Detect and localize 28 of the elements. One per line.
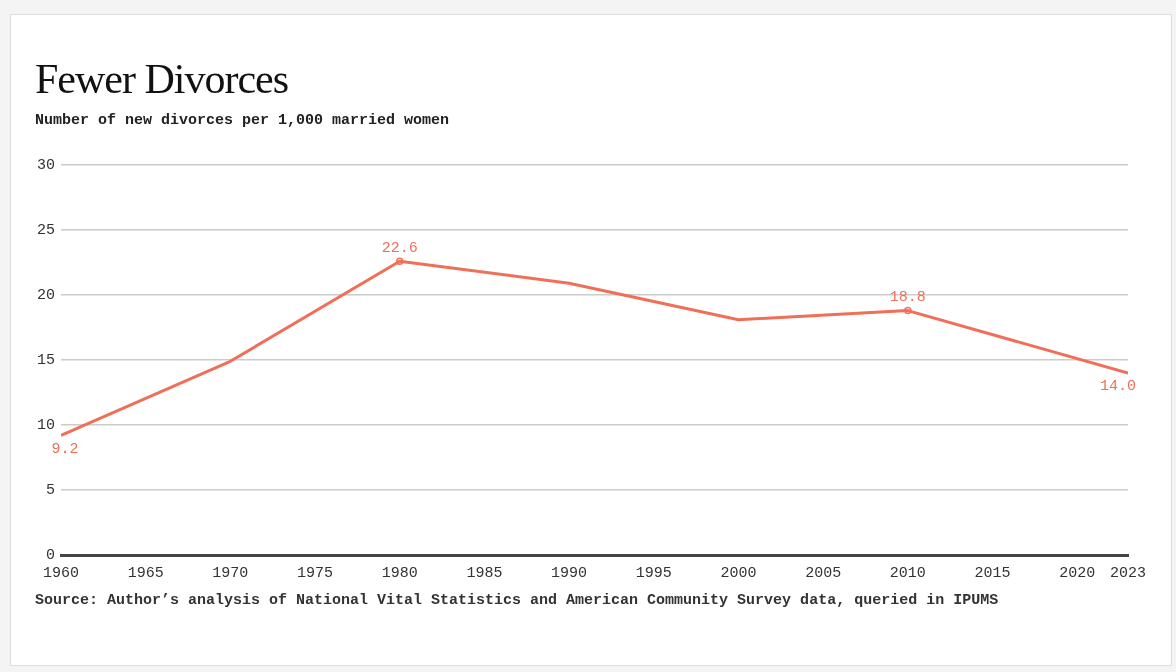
x-tick-label: 1975 <box>297 564 334 582</box>
x-tick-label: 2023 <box>1109 564 1147 582</box>
x-tick-label: 2015 <box>974 564 1011 582</box>
y-tick-label: 10 <box>36 416 55 434</box>
x-tick-label: 2010 <box>889 564 926 582</box>
y-tick-label: 15 <box>36 351 55 369</box>
x-tick-label: 1980 <box>381 564 418 582</box>
chart-title: Fewer Divorces <box>35 55 289 103</box>
y-tick-label: 30 <box>36 156 55 174</box>
x-tick-label: 1965 <box>127 564 164 582</box>
y-tick-label: 0 <box>45 546 55 564</box>
x-tick-label: 1960 <box>43 564 80 582</box>
data-label: 18.8 <box>889 289 926 307</box>
data-label: 14.0 <box>1099 378 1137 396</box>
x-tick-label: 2020 <box>1059 564 1096 582</box>
chart-subtitle: Number of new divorces per 1,000 married women <box>35 112 450 129</box>
y-tick-label: 5 <box>45 481 55 499</box>
data-label: 9.2 <box>51 440 79 458</box>
y-tick-label: 25 <box>36 221 55 239</box>
x-tick-label: 1970 <box>212 564 249 582</box>
source-note: Source: Author’s analysis of National Vital Statistics and American Community Survey data, queried in IPUMS <box>35 591 1000 611</box>
x-tick-label: 2000 <box>720 564 757 582</box>
data-label: 22.6 <box>381 239 418 257</box>
x-tick-label: 1985 <box>466 564 503 582</box>
y-tick-label: 20 <box>36 286 55 304</box>
x-tick-label: 2005 <box>805 564 842 582</box>
x-tick-label: 1990 <box>551 564 588 582</box>
x-tick-label: 1995 <box>635 564 672 582</box>
